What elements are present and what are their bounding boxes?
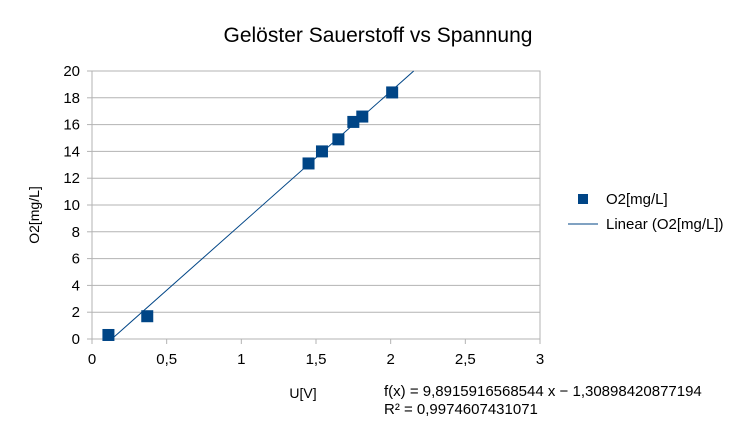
x-tick-label: 3 xyxy=(536,351,544,368)
legend: O2[mg/L] Linear (O2[mg/L]) xyxy=(568,191,724,233)
data-points xyxy=(102,86,399,341)
data-point xyxy=(141,310,154,323)
x-tick-label: 0,5 xyxy=(156,351,177,368)
x-tick-label: 1 xyxy=(237,351,245,368)
data-point xyxy=(332,133,345,146)
trendline-r-squared: R² = 0,9974607431071 xyxy=(384,401,538,418)
gridlines xyxy=(87,70,540,340)
trendline-equation: f(x) = 9,8915916568544 x − 1,30898420877… xyxy=(384,383,702,400)
y-tick-label: 14 xyxy=(63,143,80,160)
data-point xyxy=(102,328,115,341)
legend-label-trendline: Linear (O2[mg/L]) xyxy=(606,216,724,233)
x-tick-label: 2 xyxy=(386,351,394,368)
data-point xyxy=(356,110,369,123)
y-tick-label: 2 xyxy=(72,304,80,321)
y-axis-ticks: 0 2 4 6 8 10 12 14 16 18 20 xyxy=(63,63,80,348)
x-axis-label: U[V] xyxy=(289,385,316,401)
y-tick-label: 10 xyxy=(63,197,80,214)
y-tick-label: 12 xyxy=(63,170,80,187)
y-axis-label: O2[mg/L] xyxy=(26,186,42,244)
data-point xyxy=(302,157,315,170)
x-tick-label: 0 xyxy=(88,351,96,368)
chart-title: Gelöster Sauerstoff vs Spannung xyxy=(224,24,533,47)
legend-label-series: O2[mg/L] xyxy=(606,191,668,208)
x-tick-label: 2,5 xyxy=(455,351,476,368)
y-tick-label: 16 xyxy=(63,117,80,134)
data-point xyxy=(315,145,328,158)
y-tick-label: 6 xyxy=(72,251,80,268)
y-tick-label: 8 xyxy=(72,224,80,241)
x-tick-label: 1,5 xyxy=(306,351,327,368)
x-axis-ticks: 0 0,5 1 1,5 2 2,5 3 xyxy=(88,339,544,368)
legend-marker-square xyxy=(578,194,588,204)
y-tick-label: 18 xyxy=(63,90,80,107)
y-tick-label: 20 xyxy=(63,63,80,80)
data-point xyxy=(386,86,399,99)
y-tick-label: 4 xyxy=(72,277,80,294)
y-tick-label: 0 xyxy=(72,331,80,348)
